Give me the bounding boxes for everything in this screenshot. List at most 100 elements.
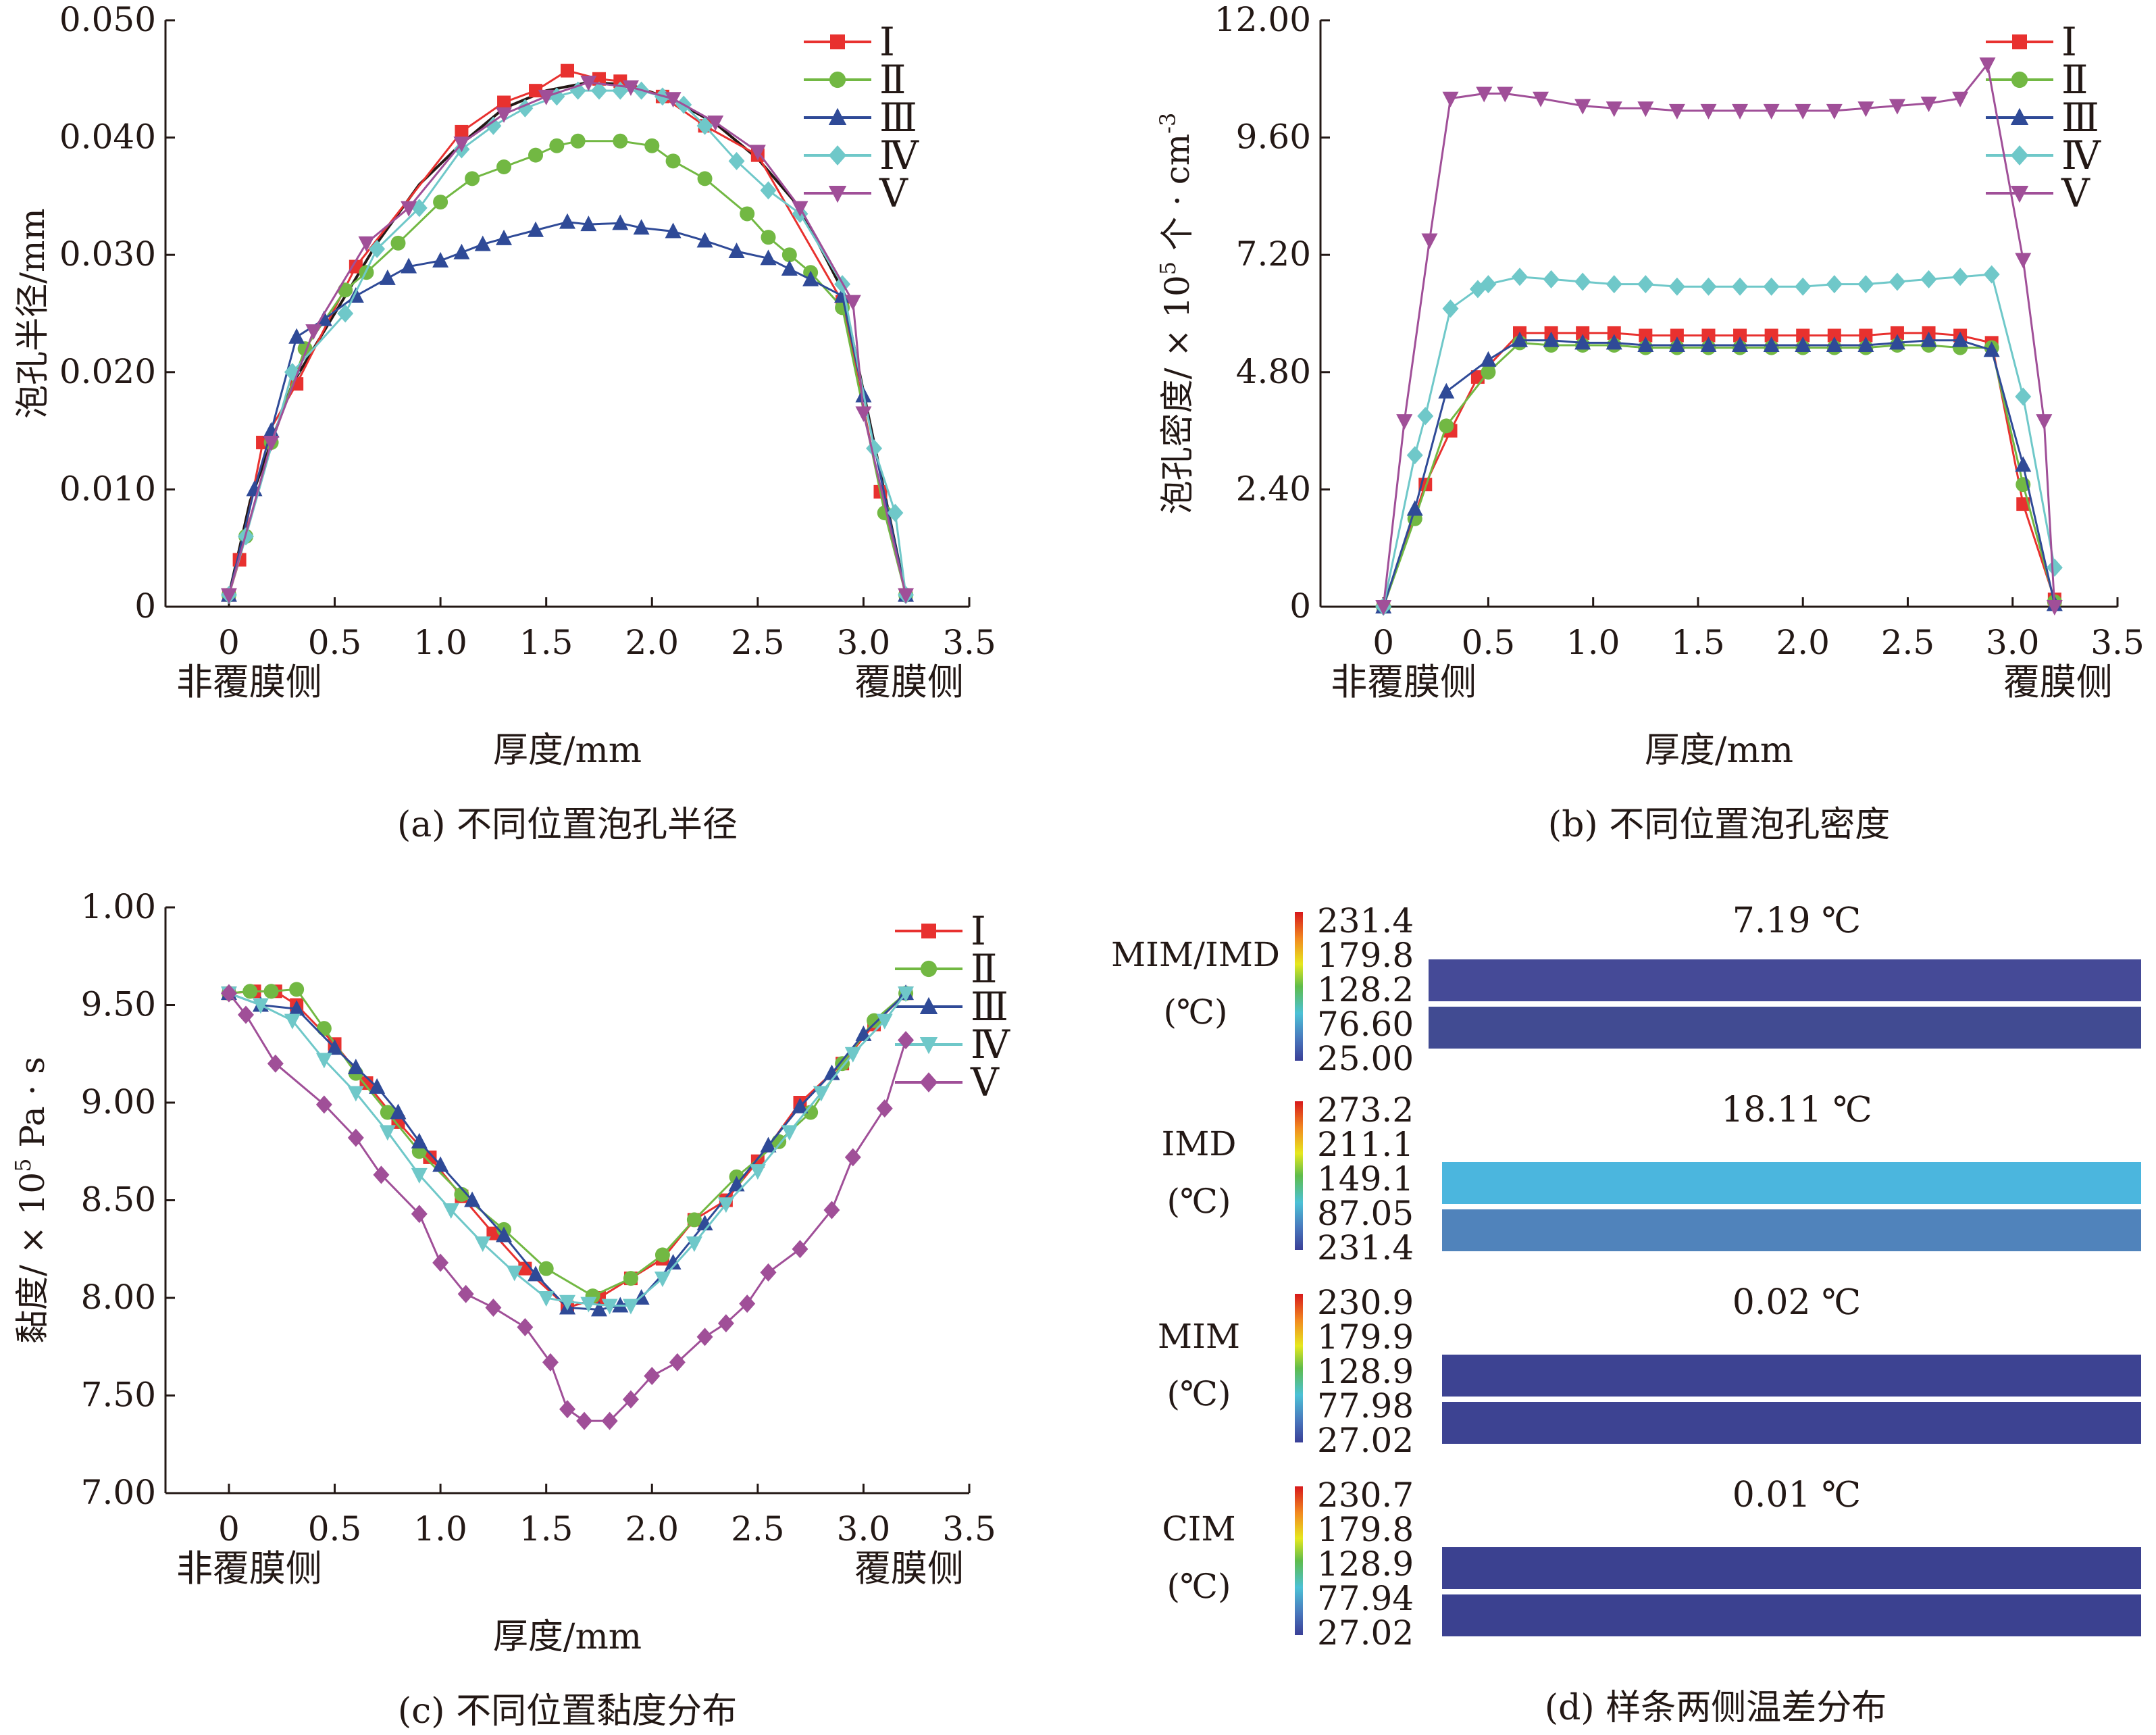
data-point-square <box>1670 328 1684 343</box>
data-point-diamond <box>1442 299 1459 318</box>
x-tick-label: 0 <box>1372 623 1394 662</box>
data-point-triangle-down <box>855 406 872 422</box>
y-axis-title-part: 泡孔密度/ × 10 <box>1158 275 1197 514</box>
non-coated-side-label: 非覆膜侧 <box>176 661 322 703</box>
series-line <box>228 140 907 596</box>
y-axis-title: 黏度/ × 105 Pa · s <box>10 1057 52 1344</box>
data-point-diamond <box>919 1072 938 1092</box>
data-point-circle <box>623 1271 638 1286</box>
data-point-triangle-down <box>263 435 280 451</box>
y-axis-title-part: 黏度/ × 10 <box>13 1172 52 1344</box>
specimen-strip-bottom <box>1442 1402 2141 1444</box>
data-point-triangle <box>411 1132 428 1149</box>
data-point-triangle <box>464 1191 481 1207</box>
data-point-triangle <box>792 1097 808 1113</box>
data-point-triangle <box>528 221 544 237</box>
data-point-diamond <box>576 1411 593 1430</box>
y-tick-label: 8.00 <box>81 1278 156 1317</box>
legend-item: Ⅱ <box>1986 57 2088 103</box>
data-point-triangle <box>2010 107 2029 125</box>
legend-item: Ⅱ <box>895 946 997 992</box>
data-point-diamond <box>1543 270 1560 288</box>
legend-item: Ⅲ <box>895 984 1008 1030</box>
series-line <box>228 89 907 596</box>
legend-item: Ⅰ <box>895 908 986 954</box>
data-point-diamond <box>1732 277 1749 296</box>
data-point-square <box>1639 328 1653 343</box>
series-line <box>228 992 907 1422</box>
x-tick-label: 2.0 <box>1776 623 1830 662</box>
color-scale-label: 76.60 <box>1317 1005 1414 1044</box>
data-point-diamond <box>728 151 745 170</box>
data-point-triangle-down <box>707 116 724 132</box>
legend-label: Ⅰ <box>879 19 895 65</box>
data-point-circle <box>771 1134 787 1149</box>
data-point-diamond <box>337 304 354 323</box>
color-scale-label: 211.1 <box>1317 1125 1414 1164</box>
y-tick-label: 2.40 <box>1236 469 1311 508</box>
data-point-triangle-down <box>622 1299 639 1315</box>
data-point-triangle-down <box>220 588 237 604</box>
legend-item: Ⅲ <box>804 95 917 141</box>
data-point-diamond <box>238 1005 254 1024</box>
data-point-triangle <box>326 1039 343 1055</box>
data-point-circle <box>835 1056 850 1072</box>
data-point-circle <box>740 206 755 222</box>
data-point-triangle-down <box>665 92 682 108</box>
legend-item: Ⅲ <box>1986 95 2099 141</box>
data-point-diamond <box>2046 558 2063 577</box>
data-point-triangle <box>1920 331 1937 347</box>
data-point-triangle-down <box>1826 103 1843 120</box>
y-tick-label: 4.80 <box>1236 352 1311 391</box>
method-label: MIM <box>1158 1317 1240 1356</box>
data-point-circle <box>761 230 776 245</box>
color-scale-label: 149.1 <box>1317 1159 1414 1199</box>
x-tick-label: 3.0 <box>1986 623 2040 662</box>
data-point-triangle-down <box>411 1167 428 1184</box>
temperature-difference: 18.11 ℃ <box>1721 1090 1872 1130</box>
legend-label: Ⅴ <box>2061 170 2090 216</box>
legend-item: Ⅴ <box>895 1059 1000 1105</box>
data-point-triangle-down <box>898 588 915 604</box>
data-point-triangle <box>1512 331 1528 347</box>
data-point-triangle-down <box>580 76 597 92</box>
data-point-triangle-down <box>1732 103 1749 120</box>
data-point-diamond <box>457 1284 474 1303</box>
data-point-circle <box>686 1212 702 1228</box>
data-point-triangle-down <box>1979 57 1996 74</box>
data-point-diamond <box>2010 145 2029 166</box>
data-point-diamond <box>1763 277 1780 296</box>
data-point-triangle <box>1480 351 1497 367</box>
legend-item: Ⅴ <box>1986 170 2090 216</box>
data-point-triangle <box>1826 336 1843 353</box>
x-tick-label: 3.5 <box>942 623 996 662</box>
data-point-triangle-down <box>844 1047 861 1063</box>
data-point-circle <box>665 153 681 169</box>
data-point-diamond <box>347 1128 364 1147</box>
data-point-triangle-down <box>749 145 766 161</box>
y-tick-label: 7.20 <box>1236 234 1311 274</box>
data-point-circle <box>528 147 544 163</box>
coated-side-label: 覆膜侧 <box>2003 661 2113 703</box>
data-point-triangle <box>288 328 305 344</box>
data-point-triangle-down <box>898 986 915 1003</box>
method-label: MIM/IMD <box>1111 935 1280 974</box>
data-point-triangle <box>559 213 575 229</box>
data-point-triangle-down <box>1700 103 1717 120</box>
x-tick-label: 3.5 <box>942 1509 996 1549</box>
data-point-square <box>1733 328 1747 343</box>
data-point-circle <box>1439 418 1454 434</box>
data-point-triangle <box>781 260 798 276</box>
data-point-square <box>497 95 511 109</box>
data-point-diamond <box>1574 272 1591 291</box>
legend-label: Ⅲ <box>879 95 917 141</box>
data-point-circle <box>316 1021 332 1036</box>
color-scale-bar <box>1295 912 1303 1061</box>
data-point-circle <box>538 1261 554 1276</box>
color-scale-label: 230.9 <box>1317 1283 1414 1322</box>
data-point-square <box>529 84 543 98</box>
data-point-circle <box>654 1247 670 1263</box>
